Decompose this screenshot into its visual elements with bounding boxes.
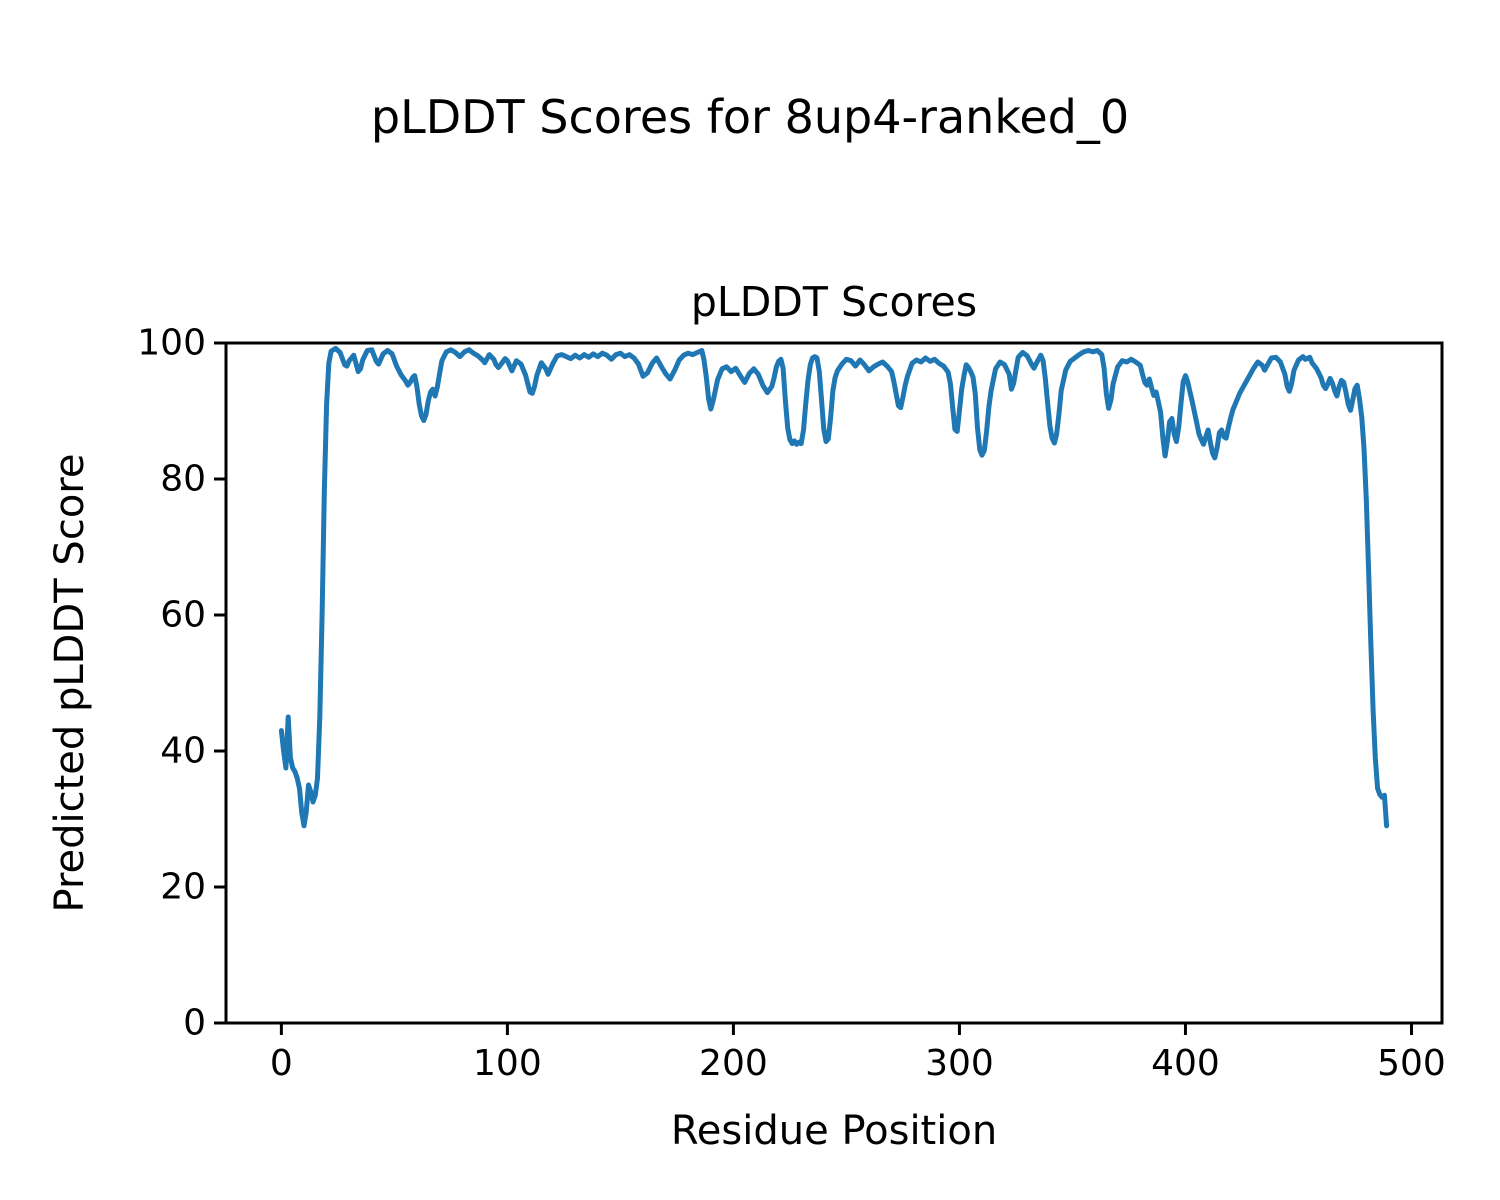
plot-area: [214, 341, 1444, 1035]
axes-spines: [224, 341, 1444, 1025]
y-tick-label: 100: [137, 322, 206, 364]
y-tick-label: 0: [183, 1002, 206, 1044]
plddt-line-series: [278, 345, 1390, 829]
x-tick-label: 0: [269, 1043, 293, 1084]
axes-title: pLDDT Scores: [690, 278, 978, 326]
figure-suptitle: pLDDT Scores for 8up4-ranked_0: [370, 90, 1130, 144]
y-tick-label: 60: [160, 594, 206, 636]
x-tick-label: 200: [699, 1043, 768, 1084]
y-tick-label: 80: [160, 458, 206, 500]
x-tick-label: 100: [473, 1043, 542, 1084]
x-tick-label: 400: [1151, 1043, 1220, 1084]
x-tick-label: 300: [925, 1043, 994, 1084]
x-tick-label: 500: [1377, 1043, 1446, 1084]
y-tick-label: 20: [160, 866, 206, 908]
y-tick-label: 40: [160, 730, 206, 772]
y-axis-label: Predicted pLDDT Score: [47, 453, 93, 913]
tick-marks: [214, 341, 1413, 1035]
x-axis-label: Residue Position: [670, 1108, 998, 1154]
